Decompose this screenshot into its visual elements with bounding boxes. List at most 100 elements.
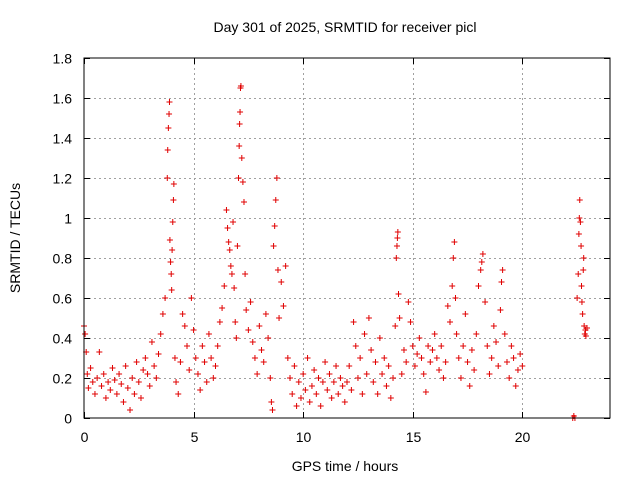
data-point bbox=[258, 347, 265, 353]
data-point bbox=[339, 383, 346, 389]
data-point bbox=[295, 379, 302, 385]
data-point bbox=[383, 383, 390, 389]
data-point bbox=[231, 285, 238, 291]
data-point bbox=[363, 371, 370, 377]
data-point bbox=[429, 347, 436, 353]
y-tick-label: 1.4 bbox=[53, 131, 73, 147]
data-point bbox=[166, 237, 173, 243]
data-point bbox=[335, 391, 342, 397]
data-point bbox=[337, 375, 344, 381]
data-point bbox=[271, 223, 278, 229]
data-point bbox=[444, 303, 451, 309]
data-point bbox=[436, 367, 443, 373]
data-point bbox=[291, 363, 298, 369]
data-point bbox=[169, 219, 176, 225]
data-point bbox=[442, 359, 449, 365]
data-point bbox=[274, 267, 281, 273]
data-point bbox=[205, 331, 212, 337]
y-tick-label: 0.6 bbox=[53, 291, 73, 307]
data-point bbox=[479, 251, 486, 257]
data-point bbox=[482, 299, 489, 305]
data-point bbox=[165, 125, 172, 131]
data-point bbox=[387, 395, 394, 401]
data-point bbox=[576, 197, 583, 203]
data-point bbox=[146, 383, 153, 389]
data-point bbox=[357, 355, 364, 361]
data-point bbox=[280, 303, 287, 309]
data-point bbox=[395, 291, 402, 297]
data-point bbox=[278, 279, 285, 285]
data-point bbox=[254, 371, 261, 377]
data-point bbox=[466, 383, 473, 389]
data-point bbox=[197, 387, 204, 393]
data-point bbox=[361, 331, 368, 337]
data-point bbox=[159, 311, 166, 317]
data-point bbox=[210, 375, 217, 381]
data-point bbox=[96, 349, 103, 355]
data-point bbox=[179, 311, 186, 317]
x-tick-label: 20 bbox=[515, 429, 531, 445]
data-point bbox=[425, 343, 432, 349]
data-point bbox=[224, 225, 231, 231]
data-point bbox=[199, 343, 206, 349]
data-point bbox=[127, 407, 134, 413]
data-point bbox=[225, 239, 232, 245]
data-point bbox=[582, 333, 589, 339]
data-point bbox=[122, 363, 129, 369]
data-point bbox=[227, 263, 234, 269]
data-point bbox=[374, 391, 381, 397]
data-point bbox=[455, 355, 462, 361]
data-point bbox=[453, 331, 460, 337]
data-point bbox=[226, 247, 233, 253]
data-point bbox=[306, 399, 313, 405]
data-point bbox=[155, 351, 162, 357]
data-point bbox=[416, 335, 423, 341]
data-point bbox=[322, 359, 329, 365]
data-point bbox=[348, 387, 355, 393]
data-point bbox=[238, 155, 245, 161]
data-point bbox=[506, 375, 513, 381]
data-point bbox=[287, 375, 294, 381]
data-point bbox=[575, 231, 582, 237]
data-point bbox=[170, 197, 177, 203]
data-point bbox=[235, 175, 242, 181]
data-point bbox=[208, 355, 215, 361]
data-point bbox=[190, 327, 197, 333]
data-point bbox=[359, 391, 366, 397]
data-point bbox=[390, 375, 397, 381]
data-point bbox=[333, 363, 340, 369]
data-point bbox=[488, 355, 495, 361]
data-point bbox=[164, 175, 171, 181]
data-point bbox=[230, 219, 237, 225]
data-point bbox=[175, 391, 182, 397]
y-tick-label: 1.2 bbox=[53, 171, 73, 187]
data-point bbox=[129, 375, 136, 381]
data-point bbox=[409, 343, 416, 349]
plot-frame bbox=[83, 57, 611, 419]
data-point bbox=[133, 359, 140, 365]
data-point bbox=[403, 359, 410, 365]
data-point bbox=[247, 299, 254, 305]
data-point bbox=[184, 343, 191, 349]
data-point bbox=[157, 331, 164, 337]
data-point bbox=[214, 343, 221, 349]
data-point bbox=[300, 371, 307, 377]
data-point bbox=[284, 355, 291, 361]
data-point bbox=[578, 299, 585, 305]
data-point bbox=[177, 359, 184, 365]
data-point bbox=[242, 271, 249, 277]
data-point bbox=[223, 207, 230, 213]
data-point bbox=[181, 323, 188, 329]
y-tick-label: 1.6 bbox=[53, 91, 73, 107]
data-point bbox=[407, 319, 414, 325]
data-point bbox=[166, 111, 173, 117]
data-point bbox=[319, 379, 326, 385]
data-point bbox=[447, 319, 454, 325]
data-point bbox=[171, 355, 178, 361]
data-point bbox=[328, 395, 335, 401]
data-point bbox=[398, 371, 405, 377]
data-point bbox=[268, 399, 275, 405]
data-point bbox=[105, 379, 112, 385]
data-point bbox=[142, 355, 149, 361]
